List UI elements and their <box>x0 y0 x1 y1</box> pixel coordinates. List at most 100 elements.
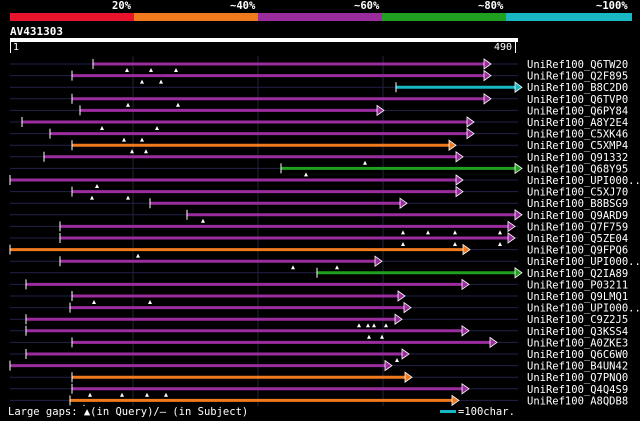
ruler-start-tick <box>10 42 11 53</box>
hit-accession: UniRef100_Q3KSS4 <box>527 326 628 338</box>
ruler-start-label: 1 <box>13 42 20 53</box>
hit-accession: UniRef100_A8Y2E4 <box>527 117 628 129</box>
scale-legend-label: =100char. <box>458 406 515 418</box>
identity-color-scale <box>10 13 632 21</box>
alignment-row: UniRef100_Q4Q4S9 <box>10 383 628 397</box>
hit-end-arrow <box>507 220 516 233</box>
hit-end-arrow <box>514 209 523 221</box>
scale-segment-20 <box>10 13 134 21</box>
alignment-row: UniRef100_B8BSG9 <box>10 197 628 210</box>
query-gap-marker <box>122 137 126 142</box>
scale-legend: =100char. <box>440 406 515 418</box>
alignment-row: UniRef100_Q68Y95 <box>10 162 628 177</box>
hit-end-arrow <box>483 93 492 105</box>
query-bar <box>10 38 518 42</box>
hit-accession: UniRef100_C5XJ70 <box>527 187 628 199</box>
query-gap-marker <box>126 195 130 200</box>
alignment-row: UniRef100_Q6TW20 <box>10 58 628 72</box>
alignment-row: UniRef100_Q7PNQ0 <box>10 371 628 384</box>
hit-accession: UniRef100_P03211 <box>527 279 628 291</box>
query-gap-marker <box>145 392 149 397</box>
query-gap-marker <box>164 392 168 397</box>
hit-accession: UniRef100_Q68Y95 <box>527 163 628 175</box>
alignment-row: UniRef100_Q9LMQ1 <box>10 290 628 304</box>
pct-label-20: 20% <box>112 0 131 12</box>
alignment-row: UniRef100_C5XK46 <box>10 127 628 142</box>
hit-end-arrow <box>461 383 470 395</box>
hit-end-arrow <box>514 162 523 175</box>
hit-accession: UniRef100_Q2F895 <box>527 71 628 83</box>
query-gap-marker <box>149 68 153 72</box>
hit-accession: UniRef100_Q6TVP0 <box>527 94 628 106</box>
query-title: AV431303 <box>10 25 63 38</box>
hit-end-arrow <box>376 104 385 117</box>
hit-end-arrow <box>455 174 464 186</box>
query-gap-marker <box>367 334 371 339</box>
hit-accession: UniRef100_Q9FPQ6 <box>527 245 628 257</box>
percent-identity-labels: 20% ~40% ~60% ~80% ~100% <box>0 0 640 13</box>
query-gap-marker <box>380 334 384 339</box>
hit-accession: UniRef100_C5XK46 <box>527 129 628 141</box>
alignment-row: UniRef100_Q91332 <box>10 151 628 165</box>
scale-segment-40 <box>134 13 258 21</box>
alignment-row: UniRef100_Q5ZE04 <box>10 232 628 246</box>
query-gap-marker <box>335 265 339 270</box>
query-gap-marker <box>155 126 159 130</box>
query-gap-marker <box>498 242 502 246</box>
query-gap-marker <box>363 160 367 165</box>
hit-end-arrow <box>399 197 408 209</box>
hit-accession: UniRef100_B8BSG9 <box>527 198 628 210</box>
query-gap-marker <box>92 300 96 304</box>
query-gap-marker <box>144 149 148 154</box>
alignment-row: UniRef100_Q6PY84 <box>10 104 628 117</box>
hit-end-arrow <box>455 185 464 198</box>
query-gap-marker <box>176 102 180 107</box>
pct-label-40: ~40% <box>230 0 256 12</box>
alignment-row: UniRef100_Q7F759 <box>10 220 628 235</box>
query-gap-marker <box>140 137 144 142</box>
alignment-row: UniRef100_Q9ARD9 <box>10 209 628 223</box>
gaps-legend: Large gaps: ▲(in Query)/– (in Subject) <box>8 406 249 418</box>
query-gap-marker <box>159 79 163 84</box>
hit-end-arrow <box>507 232 516 244</box>
hit-accession: UniRef100_B4UN42 <box>527 361 628 373</box>
hit-end-arrow <box>448 139 457 151</box>
hit-end-arrow <box>451 394 460 406</box>
hit-end-arrow <box>397 290 406 302</box>
alignment-row: UniRef100_C5XMP4 <box>10 139 628 154</box>
query-gap-marker <box>401 230 405 235</box>
alignment-row: UniRef100_B4UN42 <box>9 359 628 373</box>
query-ruler: 1 490 <box>10 42 518 54</box>
hit-end-arrow <box>514 267 523 279</box>
query-gap-marker <box>136 253 140 258</box>
alignment-row: UniRef100_Q2F895 <box>10 69 628 84</box>
hit-accession: UniRef100_Q5ZE04 <box>527 233 628 245</box>
hit-accession: UniRef100_Q9LMQ1 <box>527 291 628 303</box>
hit-accession: UniRef100_Q91332 <box>527 152 628 164</box>
scale-segment-100 <box>506 13 632 21</box>
hit-end-arrow <box>483 58 492 70</box>
alignment-row: UniRef100_Q9FPQ6 <box>9 243 628 258</box>
scale-swatch <box>440 409 456 413</box>
hit-end-arrow <box>461 278 470 291</box>
hit-accession: UniRef100_A0ZKE3 <box>527 337 628 349</box>
hit-accession: UniRef100_Q9ARD9 <box>527 210 628 222</box>
query-gap-marker <box>395 358 399 362</box>
hit-end-arrow <box>483 69 492 82</box>
alignment-row: UniRef100_Q6TVP0 <box>10 93 628 107</box>
hit-end-arrow <box>466 127 475 140</box>
query-gap-marker <box>83 404 85 406</box>
hit-accession: UniRef100_Q7PNQ0 <box>527 372 628 384</box>
hit-end-arrow <box>489 336 498 349</box>
alignment-row: UniRef100_Q3KSS4 <box>10 325 628 339</box>
query-gap-marker <box>401 242 405 246</box>
query-gap-marker <box>366 323 370 328</box>
hit-accession: UniRef100_Q6TW20 <box>527 59 628 71</box>
query-gap-marker <box>426 230 430 235</box>
query-gap-marker <box>88 392 92 397</box>
query-gap-marker <box>201 218 205 223</box>
hit-end-arrow <box>461 325 470 337</box>
hit-end-arrow <box>394 313 403 325</box>
hit-accession: UniRef100_Q7F759 <box>527 221 628 233</box>
